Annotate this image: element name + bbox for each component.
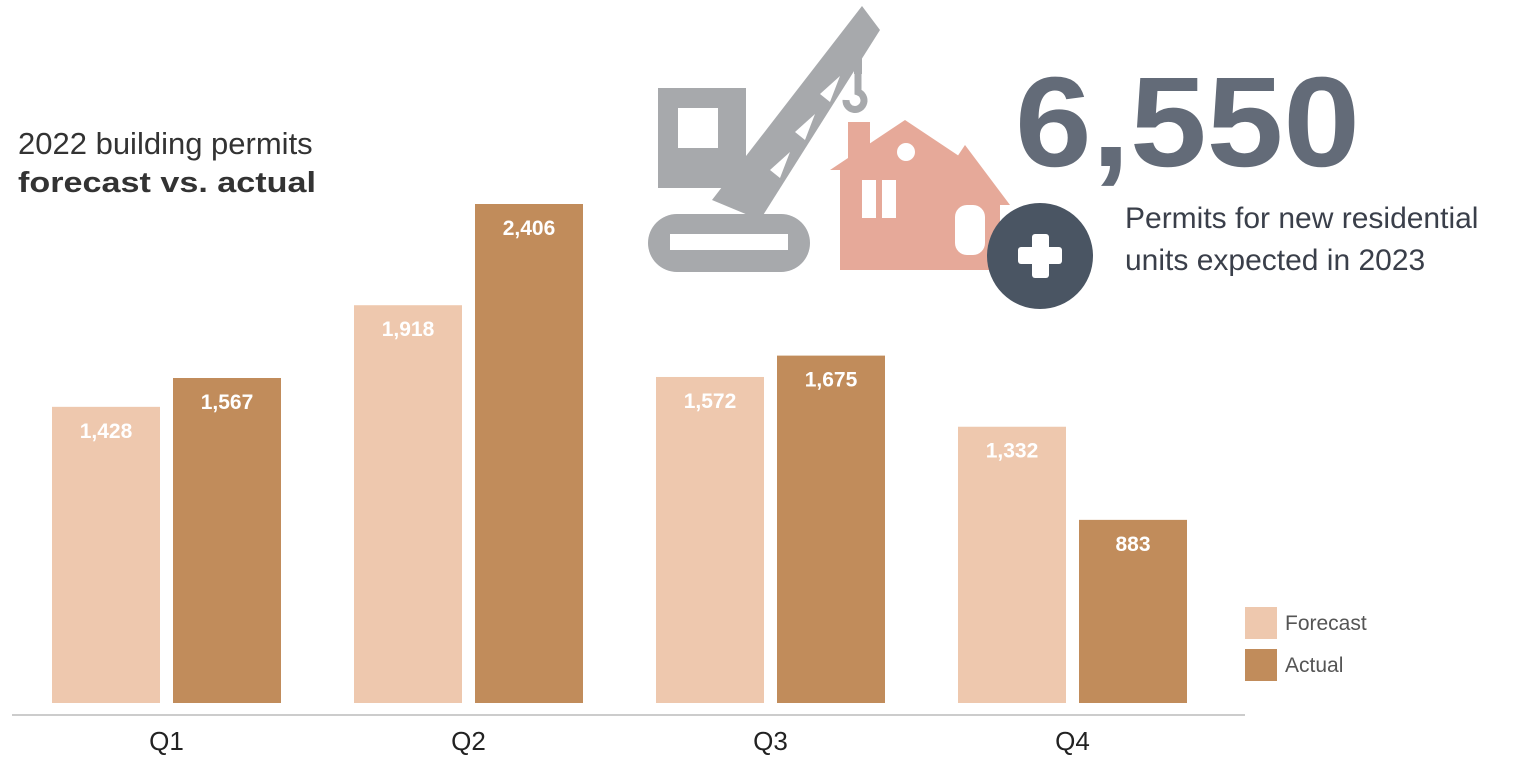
bar <box>173 378 281 703</box>
value-label: 1,332 <box>986 440 1039 463</box>
value-label: 2,406 <box>503 217 556 240</box>
x-tick-label: Q2 <box>451 726 486 756</box>
legend-swatch <box>1245 649 1277 681</box>
bar <box>656 377 764 703</box>
value-label: 1,675 <box>805 369 858 392</box>
bar <box>777 356 885 703</box>
chart: 2022 building permits forecast vs. actua… <box>0 0 1519 757</box>
x-tick-label: Q1 <box>149 726 184 756</box>
legend-label: Forecast <box>1285 612 1367 635</box>
legend-label: Actual <box>1285 654 1343 677</box>
value-label: 1,567 <box>201 391 254 414</box>
value-label: 1,572 <box>684 390 737 413</box>
bar <box>475 204 583 703</box>
x-tick-label: Q3 <box>753 726 788 756</box>
callout-number: 6,550 <box>1015 51 1360 194</box>
value-label: 1,918 <box>382 318 435 341</box>
bar <box>354 305 462 703</box>
chart-title: 2022 building permits <box>18 126 313 161</box>
bar <box>958 427 1066 703</box>
value-label: 1,428 <box>80 420 133 443</box>
legend-swatch <box>1245 607 1277 639</box>
value-label: 883 <box>1115 533 1150 556</box>
x-tick-label: Q4 <box>1055 726 1090 756</box>
plus-badge <box>987 203 1093 309</box>
bar <box>52 407 160 703</box>
chart-subtitle: forecast vs. actual <box>18 167 316 199</box>
callout-text: units expected in 2023 <box>1125 244 1425 277</box>
house-icon <box>830 120 1010 270</box>
callout-text: Permits for new residential <box>1125 202 1478 235</box>
